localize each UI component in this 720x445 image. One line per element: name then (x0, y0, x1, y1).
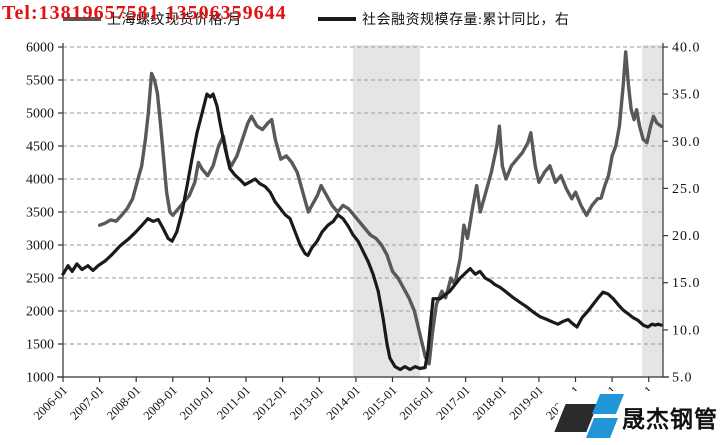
x-axis-tick-label: 2007-01 (67, 383, 106, 422)
left-axis-tick-label: 5500 (26, 74, 54, 89)
x-axis-tick-label: 2010-01 (177, 383, 216, 422)
logo-mark-icon (554, 392, 625, 442)
shaded-band (642, 45, 663, 377)
x-axis-tick-label: 2009-01 (141, 383, 180, 422)
legend-label-social-financing: 社会融资规模存量:累计同比，右 (362, 13, 570, 28)
legend: 上海螺纹现货价格:月 社会融资规模存量:累计同比，右 (0, 9, 720, 29)
right-axis-tick-label: 20.0 (672, 229, 701, 244)
social-financing-line-swatch (318, 17, 356, 21)
x-axis-tick-label: 2015-01 (360, 383, 399, 422)
logo-text: 晟杰钢管 (622, 407, 718, 432)
logo-blue-parallelogram-top (591, 394, 625, 414)
x-axis-tick-label: 2011-01 (214, 383, 253, 422)
x-axis-tick-label: 2019-01 (507, 383, 546, 422)
shaded-band (352, 45, 420, 377)
right-axis-tick-label: 15.0 (672, 276, 701, 291)
right-axis-tick-label: 10.0 (672, 323, 701, 338)
series-line-right (61, 92, 663, 372)
legend-item-spot-price: 上海螺纹现货价格:月 (63, 9, 242, 29)
left-axis-tick-label: 2500 (26, 272, 54, 287)
right-axis-tick-label: 5.0 (672, 371, 693, 386)
x-axis-tick-label: 2012-01 (250, 383, 289, 422)
left-axis-tick-label: 4500 (26, 140, 54, 155)
legend-label-spot-price: 上海螺纹现货价格:月 (107, 13, 242, 28)
left-axis-tick-label: 4000 (26, 173, 54, 188)
company-logo: 晟杰钢管 (554, 391, 718, 443)
legend-item-social-financing: 社会融资规模存量:累计同比，右 (318, 9, 569, 29)
left-axis-tick-label: 5000 (26, 107, 54, 122)
left-axis-tick-label: 3500 (26, 206, 54, 221)
x-axis-tick-label: 2018-01 (470, 383, 509, 422)
left-axis-tick-label: 3000 (26, 239, 54, 254)
x-axis-tick-label: 2017-01 (433, 383, 472, 422)
right-axis-tick-label: 40.0 (672, 41, 701, 56)
x-axis-tick-label: 2013-01 (287, 383, 326, 422)
right-axis-tick-label: 30.0 (672, 135, 701, 150)
x-axis-tick-label: 2016-01 (397, 383, 436, 422)
right-axis-tick-label: 35.0 (672, 88, 701, 103)
left-axis-tick-label: 2000 (26, 305, 54, 320)
series-line-left (97, 50, 663, 366)
x-axis-tick-label: 2008-01 (104, 383, 143, 422)
x-axis-tick-label: 2014-01 (324, 383, 363, 422)
phone-watermark: Tel:13819657581 13506359644 (2, 2, 287, 24)
left-axis-tick-label: 1000 (26, 371, 54, 386)
x-axis-tick-label: 2006-01 (31, 383, 70, 422)
left-axis-tick-label: 1500 (26, 338, 54, 353)
spot-price-line-swatch (63, 17, 101, 21)
right-axis-tick-label: 25.0 (672, 182, 701, 197)
left-axis-tick-label: 6000 (26, 41, 54, 56)
